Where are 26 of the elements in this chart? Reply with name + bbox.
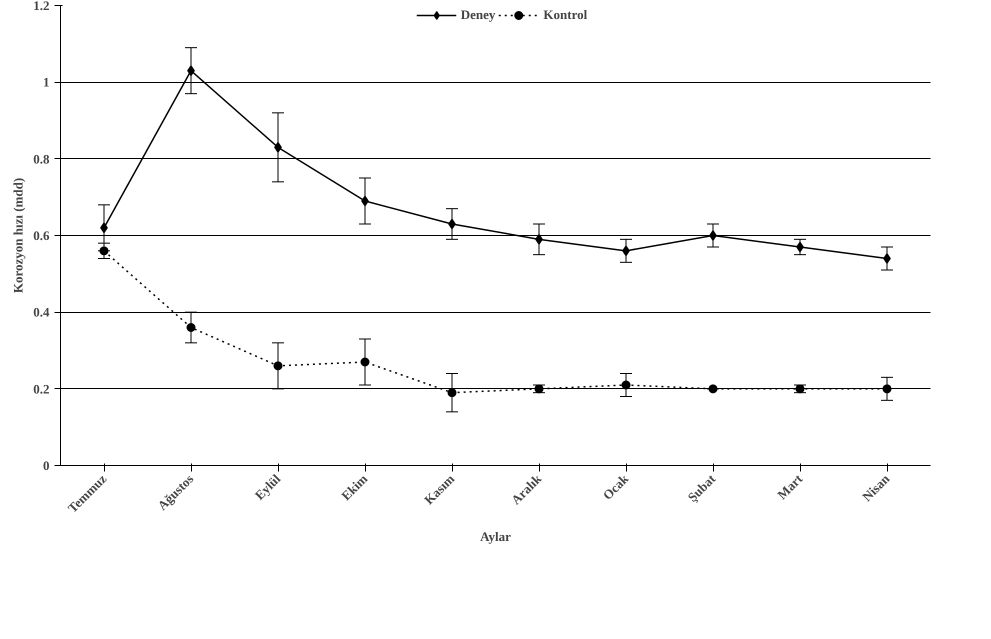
y-tick-label: 0.6 <box>33 228 50 243</box>
y-axis-title: Korozyon hızı (mdd) <box>10 178 26 294</box>
x-axis-title: Aylar <box>480 528 512 544</box>
y-tick-label: 0.8 <box>33 151 50 166</box>
point <box>708 384 718 394</box>
point <box>274 361 282 370</box>
y-tick-label: 0.4 <box>33 304 50 320</box>
y-tick-label: 1 <box>43 74 50 90</box>
point <box>534 384 544 394</box>
point <box>709 230 717 241</box>
point <box>361 196 369 206</box>
point <box>882 384 892 394</box>
point <box>796 242 804 252</box>
y-tick-label: 0 <box>43 458 50 473</box>
point <box>622 380 630 390</box>
point <box>883 253 891 264</box>
point <box>100 246 108 256</box>
y-tick-label: 1.2 <box>33 0 50 13</box>
y-tick-label: 0.2 <box>33 381 50 396</box>
point <box>448 218 456 230</box>
legend-label: Kontrol <box>543 7 588 23</box>
point <box>360 358 370 366</box>
point <box>796 384 804 394</box>
point <box>448 388 456 398</box>
point <box>186 323 196 332</box>
legend-label: Deney <box>460 7 496 23</box>
